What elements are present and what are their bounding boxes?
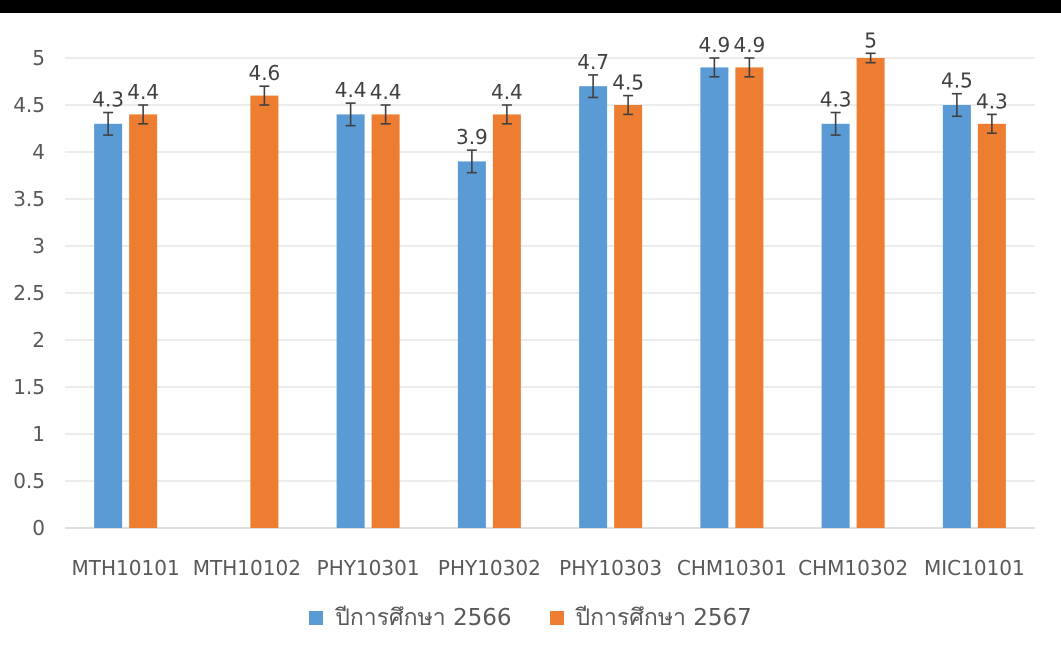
bar: [977, 123, 1006, 529]
y-tick-label: 0.5: [13, 469, 45, 493]
bar: [942, 105, 971, 528]
bar: [492, 114, 521, 529]
legend-swatch-2566: [309, 611, 324, 625]
legend-label-2567: ปีการศึกษา 2567: [575, 605, 752, 631]
bar: [371, 114, 400, 529]
bar-chart: 0 0.5 1 1.5 2 2.5 3 3.5 4 4.5 5 MTH10101 MTH10102 PHY…: [13, 28, 1035, 580]
y-tick-label: 3.5: [13, 187, 45, 211]
bar: [129, 114, 158, 529]
x-tick-label: PHY10301: [317, 556, 420, 580]
chart-legend: ปีการศึกษา 2566 ปีการศึกษา 2567: [0, 600, 1061, 636]
bar: [735, 67, 764, 529]
y-tick-label: 4: [32, 140, 45, 164]
y-tick-label: 1: [32, 422, 45, 446]
y-tick-label: 2.5: [13, 281, 45, 305]
x-tick-label: MIC10101: [924, 556, 1025, 580]
data-label: 3.9: [456, 125, 488, 149]
data-label: 4.5: [941, 69, 973, 93]
bar: [856, 58, 885, 528]
y-tick-label: 4.5: [13, 93, 45, 117]
top-border-bar: [0, 0, 1061, 13]
legend-item-2567: ปีการศึกษา 2567: [549, 600, 752, 636]
data-label: 4.3: [976, 89, 1008, 113]
x-tick-label: PHY10303: [559, 556, 662, 580]
data-label: 4.7: [577, 50, 609, 74]
y-tick-label: 3: [32, 234, 45, 258]
data-label: 4.4: [127, 80, 159, 104]
x-tick-label: MTH10102: [193, 556, 301, 580]
bar: [579, 86, 608, 528]
y-tick-label: 0: [32, 516, 45, 540]
y-tick-label: 2: [32, 328, 45, 352]
data-label: 4.3: [820, 88, 852, 112]
data-label: 5: [864, 28, 877, 52]
bar: [457, 161, 486, 528]
data-label: 4.3: [92, 88, 124, 112]
y-tick-label: 5: [32, 46, 45, 70]
bar: [821, 123, 850, 529]
legend-item-2566: ปีการศึกษา 2566: [309, 600, 512, 636]
y-tick-label: 1.5: [13, 375, 45, 399]
bar: [614, 105, 643, 528]
data-label: 4.9: [733, 33, 765, 57]
bar: [250, 95, 279, 528]
data-label: 4.9: [698, 33, 730, 57]
legend-swatch-2567: [549, 611, 564, 625]
bar: [94, 123, 123, 529]
x-tick-label: PHY10302: [438, 556, 541, 580]
data-label: 4.5: [612, 71, 644, 95]
data-label: 4.6: [248, 61, 280, 85]
x-tick-label: MTH10101: [72, 556, 180, 580]
data-label: 4.4: [335, 78, 367, 102]
bar: [700, 67, 729, 529]
data-label: 4.4: [491, 80, 523, 104]
data-label: 4.4: [370, 80, 402, 104]
x-tick-label: CHM10301: [677, 556, 787, 580]
bar: [336, 114, 365, 529]
x-tick-label: CHM10302: [798, 556, 908, 580]
legend-label-2566: ปีการศึกษา 2566: [335, 605, 512, 631]
